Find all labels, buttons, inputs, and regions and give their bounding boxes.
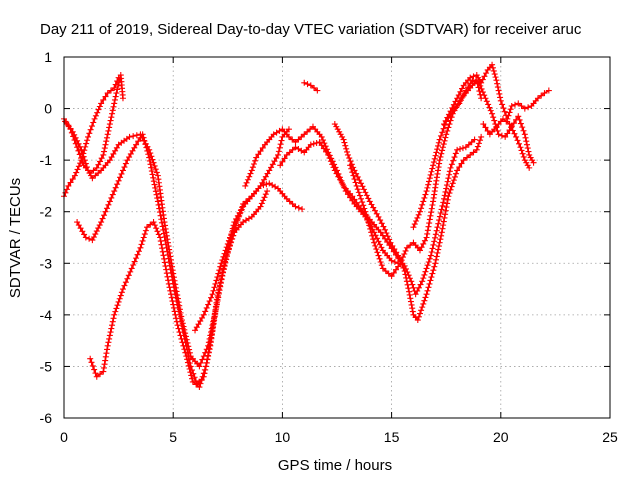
y-tick-label: -6	[40, 410, 53, 426]
chart-title: Day 211 of 2019, Sidereal Day-to-day VTE…	[40, 21, 582, 38]
plus-markers	[441, 61, 552, 128]
series-track-f	[192, 180, 306, 334]
y-tick-label: 0	[44, 101, 52, 117]
series-track-n	[480, 115, 533, 171]
plus-markers	[192, 180, 306, 334]
x-tick-label: 0	[60, 429, 68, 445]
x-axis-title: GPS time / hours	[278, 457, 392, 474]
series-track-i	[301, 79, 321, 94]
x-tick-labels: 0 5 10 15 20 25	[60, 429, 618, 445]
plus-markers	[480, 115, 533, 171]
x-tick-label: 15	[384, 429, 400, 445]
grid	[64, 57, 610, 418]
series-track-k	[347, 77, 485, 280]
y-axis-title: SDTVAR / TECUs	[7, 178, 24, 298]
plus-markers	[301, 79, 321, 94]
x-tick-label: 5	[169, 429, 177, 445]
y-tick-label: -5	[40, 358, 53, 374]
y-tick-labels: -6 -5 -4 -3 -2 -1 0 1	[40, 49, 53, 426]
y-tick-label: -2	[40, 204, 53, 220]
y-tick-label: 1	[44, 49, 52, 65]
data-series	[61, 61, 552, 391]
y-tick-label: -3	[40, 255, 53, 271]
series-line	[194, 182, 303, 332]
plot-frame	[63, 56, 611, 419]
plus-markers	[331, 121, 485, 324]
series-line	[63, 118, 290, 368]
x-tick-label: 20	[493, 429, 509, 445]
series-track-b	[61, 74, 122, 200]
plus-markers	[347, 77, 485, 280]
plus-markers	[87, 203, 247, 391]
series-track-j	[331, 121, 485, 324]
series-track-e	[87, 203, 247, 391]
x-tick-label: 25	[602, 429, 618, 445]
axis-ticks	[63, 56, 611, 419]
series-track-m	[441, 61, 552, 128]
y-tick-label: -4	[40, 307, 53, 323]
y-tick-label: -1	[40, 152, 53, 168]
plus-markers	[61, 74, 122, 200]
x-tick-label: 10	[275, 429, 291, 445]
